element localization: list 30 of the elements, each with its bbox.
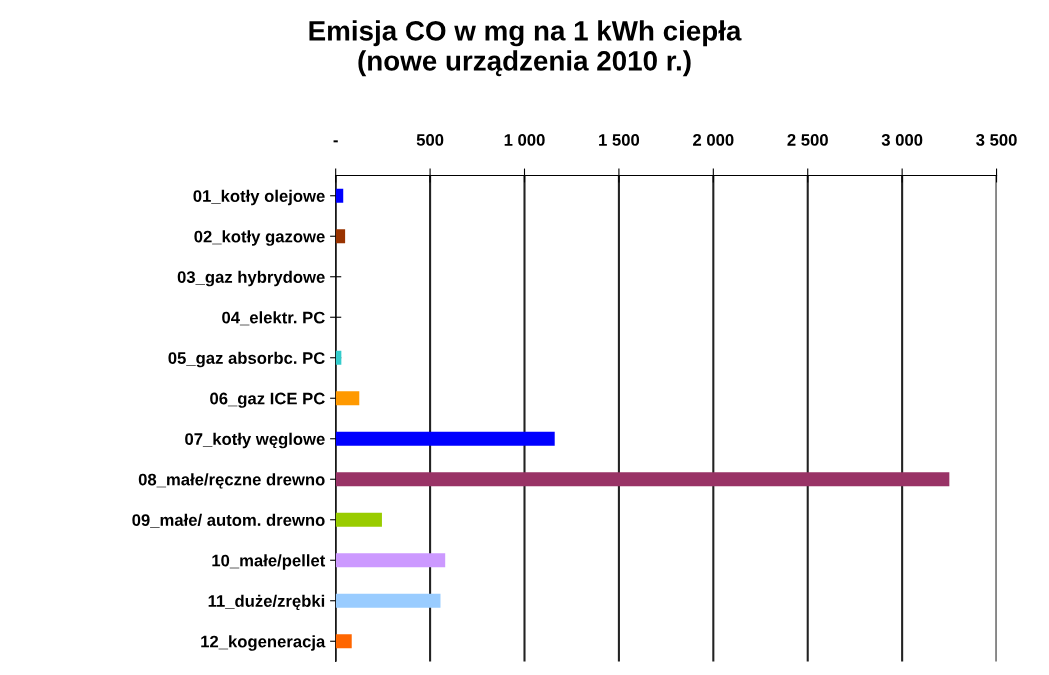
- bar: [335, 553, 446, 568]
- x-tick-label: 3 000: [881, 134, 923, 146]
- bar: [335, 391, 360, 406]
- y-tick-label: 11_duże/zrębki: [208, 594, 325, 611]
- y-tick-label: 06_gaz ICE PC: [210, 392, 325, 408]
- y-tick-label: 02_kotły gazowe: [194, 230, 325, 246]
- y-tick-label: 12_kogeneracja: [201, 635, 326, 651]
- bar: [335, 593, 441, 608]
- x-tick-label: 1 500: [599, 134, 640, 146]
- bar: [335, 229, 346, 244]
- y-tick-label: 09_małe/ autom. drewno: [132, 513, 325, 528]
- y-tick-label: 05_gaz absorbc. PC: [168, 351, 325, 368]
- bar: [335, 472, 950, 487]
- y-tick-label: 10_małe/pellet: [212, 554, 326, 570]
- x-tick-label: 1 000: [504, 134, 545, 146]
- bar: [335, 431, 555, 446]
- y-tick-label: 07_kotły węglowe: [185, 432, 325, 449]
- bar: [335, 512, 382, 527]
- y-tick-label: 03_gaz hybrydowe: [177, 270, 325, 287]
- y-tick-label: 04_elektr. PC: [222, 311, 325, 326]
- x-tick-label: 2 000: [693, 134, 734, 146]
- x-tick-label: 2 500: [787, 134, 828, 146]
- y-tick-label: 08_małe/ręczne drewno: [138, 473, 325, 489]
- x-tick-label: 3 500: [976, 134, 1017, 146]
- bar: [335, 188, 344, 203]
- x-tick-label: 500: [416, 134, 444, 146]
- chart-title: Emisja CO w mg na 1 kWh ciepła (nowe urządzenia 2010 r.): [309, 20, 742, 77]
- y-tick-label: 01_kotły olejowe: [193, 189, 325, 206]
- bar: [335, 634, 352, 649]
- x-tick-label: -: [333, 140, 338, 143]
